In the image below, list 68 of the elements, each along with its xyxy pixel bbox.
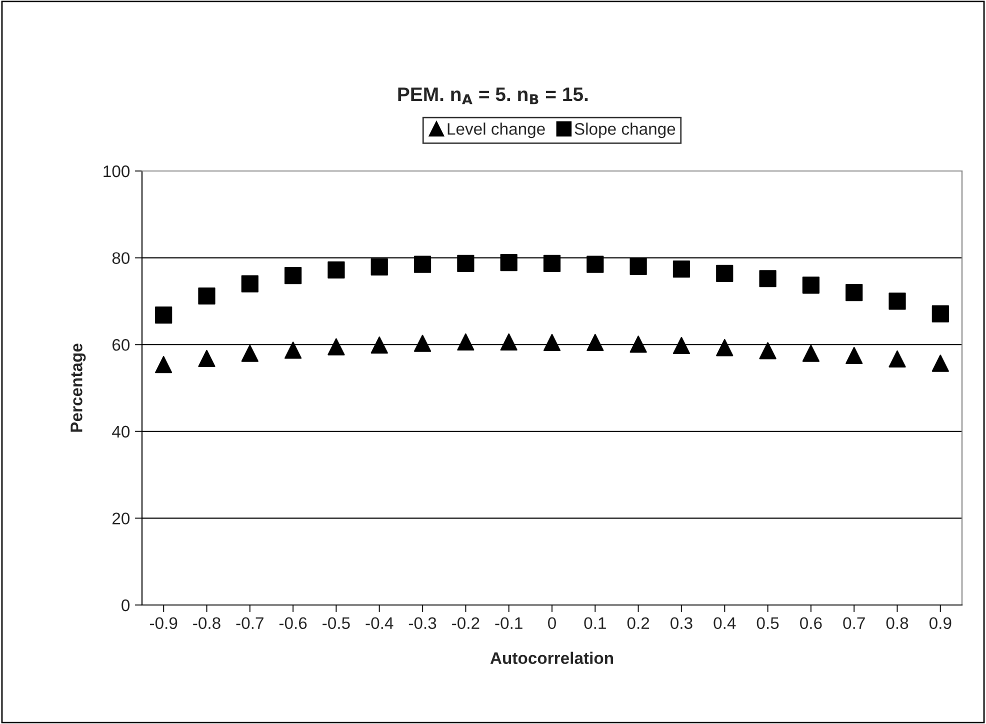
point <box>543 254 561 272</box>
point <box>932 354 949 372</box>
y-axis-title: Percentage <box>70 344 86 432</box>
point <box>414 334 432 352</box>
y-tick-label: 60 <box>112 339 130 351</box>
y-tick-label: 20 <box>112 512 130 524</box>
point <box>284 267 302 284</box>
point <box>328 261 345 279</box>
point <box>457 254 474 272</box>
point <box>716 339 734 356</box>
point <box>888 350 906 368</box>
x-tick-label: -0.7 <box>236 617 264 630</box>
point <box>414 256 432 273</box>
point <box>846 346 863 364</box>
point <box>198 287 216 305</box>
y-tick-label: 0 <box>122 599 130 612</box>
point <box>672 260 690 278</box>
point <box>500 254 518 272</box>
x-tick-label: -0.8 <box>193 617 220 630</box>
x-tick-label: 0.8 <box>886 617 908 630</box>
point <box>802 276 820 294</box>
point <box>198 350 216 368</box>
x-tick-label: 0.5 <box>756 617 779 630</box>
x-tick-label: -0.9 <box>150 617 178 630</box>
point <box>155 306 172 324</box>
x-axis-title: Autocorrelation <box>490 652 614 664</box>
point <box>370 258 388 276</box>
point <box>457 333 474 351</box>
point <box>241 344 258 362</box>
x-tick-label: 0.3 <box>670 617 692 630</box>
point <box>846 284 863 302</box>
x-tick-label: -0.5 <box>322 617 350 630</box>
point <box>716 264 734 282</box>
x-tick-label: -0.3 <box>408 617 436 630</box>
x-tick-label: -0.4 <box>366 617 394 630</box>
point <box>759 342 776 360</box>
point <box>543 334 561 351</box>
x-tick-label: 0.2 <box>627 617 650 630</box>
x-tick-label: 0.9 <box>929 617 952 630</box>
x-tick-label: -0.1 <box>495 617 522 630</box>
point <box>155 356 172 374</box>
point <box>759 270 776 288</box>
point <box>586 256 604 273</box>
point <box>630 258 647 276</box>
point <box>932 305 949 322</box>
y-tick-label: 80 <box>112 252 130 264</box>
y-tick-label: 100 <box>104 165 130 178</box>
legend-label: Slope change <box>574 122 676 138</box>
point <box>802 344 820 362</box>
x-tick-label: -0.6 <box>279 617 307 630</box>
legend-label: Level change <box>448 122 545 138</box>
x-tick-label: 0 <box>548 617 556 630</box>
x-tick-label: 0.4 <box>714 617 736 630</box>
point <box>241 275 258 292</box>
point <box>500 333 518 351</box>
x-tick-label: 0.1 <box>584 617 606 630</box>
y-tick-label: 40 <box>112 426 130 438</box>
point <box>370 336 388 354</box>
x-tick-label: 0.7 <box>843 617 865 630</box>
point <box>586 334 604 351</box>
x-tick-label: -0.2 <box>452 617 480 630</box>
point <box>328 338 345 356</box>
point <box>672 336 690 354</box>
point <box>888 292 906 310</box>
chart-title: PEM. n$_{A}$ = 5. n$_{B}$ = 15. <box>398 88 588 104</box>
x-tick-label: 0.6 <box>800 617 822 630</box>
point <box>630 336 647 353</box>
point <box>284 342 302 359</box>
